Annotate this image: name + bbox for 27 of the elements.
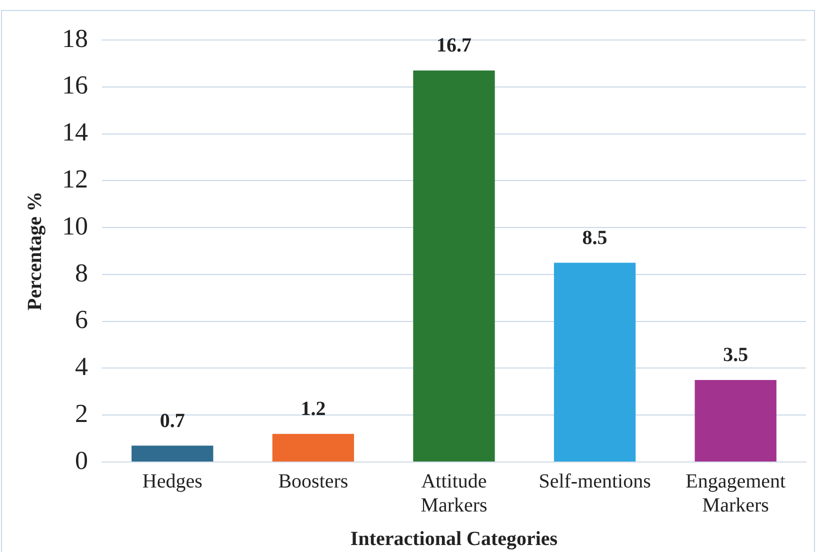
data-label: 0.7 — [160, 410, 185, 432]
bar — [554, 262, 636, 462]
y-tick-label: 10 — [62, 211, 88, 240]
bar — [413, 70, 495, 462]
y-tick-label: 18 — [62, 24, 88, 53]
y-tick-label: 16 — [62, 70, 88, 100]
x-tick-label: Attitude Markers — [420, 470, 488, 516]
x-tick-label: Engagement Markers — [686, 470, 786, 516]
x-tick-label: Boosters — [278, 470, 348, 492]
data-label: 3.5 — [723, 344, 748, 366]
data-label: 16.7 — [436, 34, 472, 57]
bar — [132, 446, 214, 462]
bar — [694, 380, 776, 462]
x-tick-label: Hedges — [142, 470, 203, 492]
bar — [272, 434, 354, 462]
y-tick-label: 12 — [62, 164, 88, 194]
data-label: 8.5 — [582, 226, 608, 249]
data-label: 1.2 — [300, 398, 326, 420]
y-tick-label: 14 — [62, 118, 88, 147]
y-tick-label: 6 — [75, 305, 88, 334]
y-tick-label: 8 — [75, 258, 88, 288]
y-tick-label: 0 — [75, 446, 88, 475]
x-axis-title: Interactional Categories — [350, 528, 558, 550]
x-tick-label: Self-mentions — [538, 470, 652, 492]
y-axis-title: Percentage % — [24, 191, 46, 311]
y-tick-label: 2 — [75, 398, 88, 428]
y-tick-label: 4 — [75, 352, 88, 382]
